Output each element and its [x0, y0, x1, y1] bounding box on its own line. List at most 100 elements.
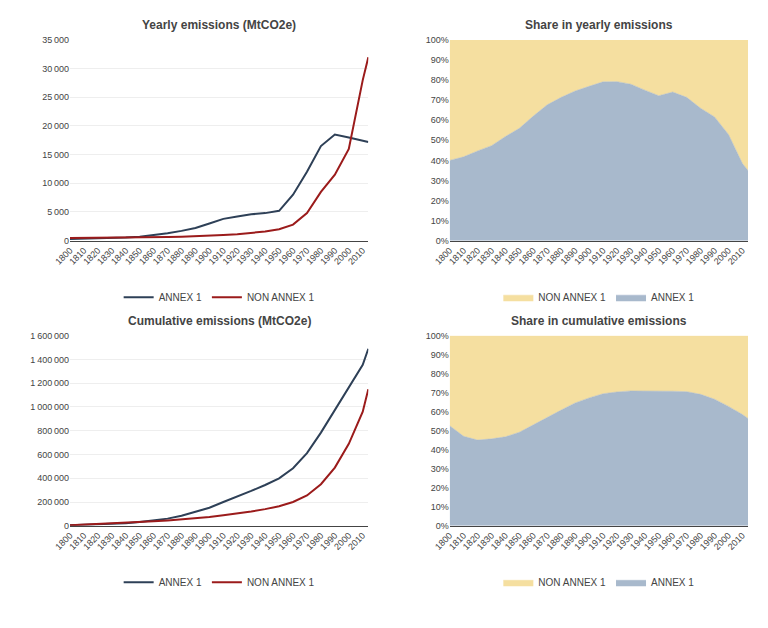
svg-text:NON ANNEX 1: NON ANNEX 1 [538, 577, 606, 588]
svg-text:1 600 000: 1 600 000 [30, 331, 69, 341]
svg-text:1890: 1890 [559, 245, 580, 266]
svg-text:1830: 1830 [475, 531, 496, 552]
svg-text:1880: 1880 [545, 245, 566, 266]
svg-text:1840: 1840 [109, 531, 130, 552]
svg-text:1870: 1870 [531, 531, 552, 552]
svg-text:ANNEX 1: ANNEX 1 [651, 577, 694, 588]
svg-text:400 000: 400 000 [37, 473, 69, 483]
svg-text:5 000: 5 000 [47, 207, 69, 217]
svg-text:1830: 1830 [475, 245, 496, 266]
svg-text:800 000: 800 000 [37, 426, 69, 436]
svg-text:NON ANNEX 1: NON ANNEX 1 [247, 577, 315, 588]
svg-text:ANNEX 1: ANNEX 1 [159, 577, 202, 588]
svg-text:2000: 2000 [712, 245, 733, 266]
svg-text:1800: 1800 [53, 531, 74, 552]
svg-text:1900: 1900 [193, 245, 214, 266]
svg-text:20 000: 20 000 [42, 121, 69, 131]
svg-text:70%: 70% [431, 388, 449, 398]
svg-text:1840: 1840 [489, 245, 510, 266]
svg-text:1 400 000: 1 400 000 [30, 355, 69, 365]
svg-text:1800: 1800 [433, 531, 454, 552]
svg-text:70%: 70% [431, 95, 449, 105]
svg-text:0: 0 [64, 236, 69, 246]
svg-text:ANNEX 1: ANNEX 1 [651, 292, 694, 303]
svg-text:1890: 1890 [179, 245, 200, 266]
svg-text:1910: 1910 [586, 531, 607, 552]
svg-text:2000: 2000 [712, 531, 733, 552]
svg-text:1840: 1840 [109, 245, 130, 266]
svg-text:1960: 1960 [276, 245, 297, 266]
svg-text:1800: 1800 [53, 245, 74, 266]
svg-text:1940: 1940 [628, 531, 649, 552]
svg-text:40%: 40% [431, 445, 449, 455]
svg-text:1920: 1920 [221, 531, 242, 552]
svg-text:1860: 1860 [517, 245, 538, 266]
svg-text:100%: 100% [426, 35, 449, 45]
svg-text:1 200 000: 1 200 000 [30, 378, 69, 388]
svg-text:2010: 2010 [346, 245, 367, 266]
svg-text:1950: 1950 [642, 245, 663, 266]
svg-text:Share in cumulative emissions: Share in cumulative emissions [511, 314, 687, 328]
svg-text:1820: 1820 [461, 531, 482, 552]
svg-text:1900: 1900 [572, 531, 593, 552]
svg-text:1820: 1820 [81, 245, 102, 266]
svg-text:1880: 1880 [545, 531, 566, 552]
svg-text:2000: 2000 [332, 245, 353, 266]
svg-text:1850: 1850 [123, 245, 144, 266]
svg-text:1970: 1970 [290, 531, 311, 552]
svg-text:60%: 60% [431, 407, 449, 417]
svg-text:1890: 1890 [559, 531, 580, 552]
svg-text:1980: 1980 [684, 531, 705, 552]
svg-text:2010: 2010 [726, 245, 747, 266]
svg-text:2010: 2010 [346, 531, 367, 552]
svg-text:1960: 1960 [276, 531, 297, 552]
svg-text:1950: 1950 [642, 531, 663, 552]
svg-text:1870: 1870 [151, 531, 172, 552]
svg-text:1980: 1980 [684, 245, 705, 266]
svg-text:1980: 1980 [304, 531, 325, 552]
svg-text:0: 0 [64, 521, 69, 531]
svg-text:1930: 1930 [235, 531, 256, 552]
svg-text:30%: 30% [431, 464, 449, 474]
svg-text:1920: 1920 [221, 245, 242, 266]
svg-text:1860: 1860 [137, 245, 158, 266]
svg-text:1800: 1800 [433, 245, 454, 266]
svg-text:10%: 10% [431, 216, 449, 226]
svg-text:1850: 1850 [123, 531, 144, 552]
svg-text:1810: 1810 [447, 531, 468, 552]
svg-text:1960: 1960 [656, 245, 677, 266]
svg-text:10%: 10% [431, 502, 449, 512]
svg-text:15 000: 15 000 [42, 150, 69, 160]
svg-text:40%: 40% [431, 156, 449, 166]
svg-text:1900: 1900 [193, 531, 214, 552]
svg-text:0%: 0% [436, 236, 449, 246]
svg-text:30%: 30% [431, 176, 449, 186]
svg-text:Share in yearly emissions: Share in yearly emissions [525, 18, 673, 32]
svg-text:1980: 1980 [304, 245, 325, 266]
svg-text:2010: 2010 [726, 531, 747, 552]
svg-text:50%: 50% [431, 135, 449, 145]
svg-text:1990: 1990 [318, 531, 339, 552]
svg-text:25 000: 25 000 [42, 92, 69, 102]
svg-text:0%: 0% [436, 521, 449, 531]
svg-text:1990: 1990 [318, 245, 339, 266]
svg-text:1850: 1850 [503, 531, 524, 552]
svg-text:1920: 1920 [600, 245, 621, 266]
svg-text:1940: 1940 [249, 531, 270, 552]
svg-text:1990: 1990 [698, 531, 719, 552]
svg-text:1910: 1910 [586, 245, 607, 266]
svg-text:1850: 1850 [503, 245, 524, 266]
svg-text:1880: 1880 [165, 245, 186, 266]
svg-text:10 000: 10 000 [42, 178, 69, 188]
svg-text:20%: 20% [431, 483, 449, 493]
svg-text:20%: 20% [431, 196, 449, 206]
svg-text:1870: 1870 [151, 245, 172, 266]
svg-text:1820: 1820 [461, 245, 482, 266]
svg-text:NON ANNEX 1: NON ANNEX 1 [247, 292, 315, 303]
svg-text:80%: 80% [431, 75, 449, 85]
svg-text:1810: 1810 [67, 531, 88, 552]
svg-text:NON ANNEX 1: NON ANNEX 1 [538, 292, 606, 303]
svg-text:1950: 1950 [262, 531, 283, 552]
svg-text:ANNEX 1: ANNEX 1 [159, 292, 202, 303]
svg-text:1900: 1900 [572, 245, 593, 266]
